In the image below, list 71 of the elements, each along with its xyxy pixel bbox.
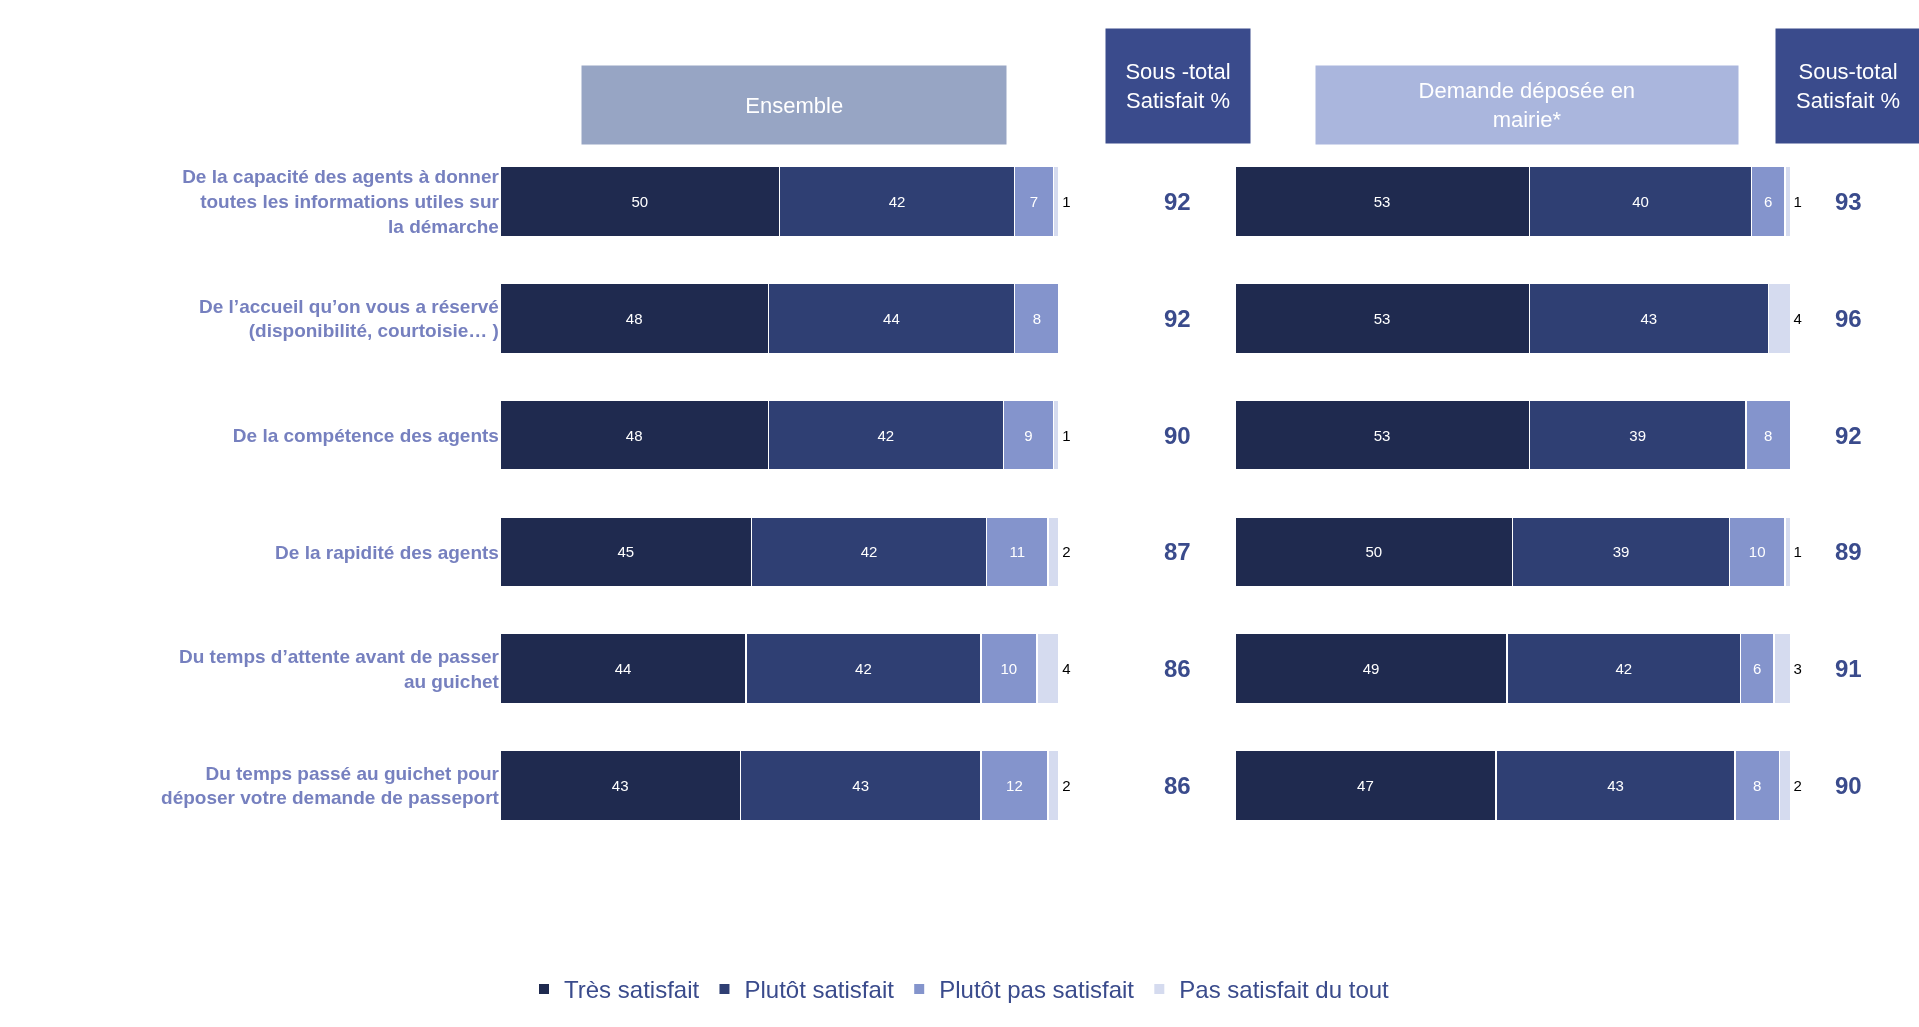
data-label: 43 [611,776,629,794]
text: Sous -total Satisfait % [1125,59,1231,113]
data-label: 42 [860,543,878,561]
data-label: 49 [1362,660,1380,678]
data-label: 7 [1029,193,1039,211]
data-label: 1 [1793,193,1802,211]
text: 93 [1835,188,1862,215]
data-label: 1 [1062,193,1071,211]
data-label: 47 [1357,776,1374,794]
chart-title: Ensemble [745,92,844,118]
y-tick-label: De la rapidité des agents [275,541,499,563]
data-label: 4 [1062,660,1071,678]
data-label: 43 [1607,776,1624,794]
legend-label: Pas satisfait du tout [1179,976,1390,1004]
data-label: 44 [614,660,632,678]
data-label: 42 [888,193,906,211]
y-tick-label: De la capacité des agents à donner toutes les informations utiles sur la démarche [182,166,500,237]
data-label: 4 [1793,309,1802,327]
data-label: 53 [1373,426,1391,444]
data-label: 2 [1793,776,1802,794]
text: 91 [1835,655,1862,682]
data-label: 39 [1612,543,1630,561]
data-label: 10 [1748,543,1766,561]
data-label: 42 [877,426,895,444]
y-tick-label: De l’accueil qu’on vous a réservé (disponibilité, courtoisie… ) [199,295,499,342]
data-label: 10 [1000,660,1018,678]
data-label: 48 [625,426,643,444]
chart-title: Demande déposée en mairie* [1418,78,1636,132]
data-label: 50 [1365,543,1383,561]
y-tick-label: Du temps d’attente avant de passer au guichet [179,646,500,692]
data-label: 11 [1009,543,1026,561]
data-label: 6 [1752,660,1762,678]
data-label: 3 [1793,660,1802,678]
text: 92 [1835,422,1862,449]
data-label: 53 [1373,193,1391,211]
text: 86 [1164,655,1191,682]
data-label: 12 [1006,776,1023,794]
data-label: 8 [1752,776,1762,794]
data-label: 40 [1632,193,1649,211]
text: 86 [1164,772,1191,799]
data-label: 39 [1629,426,1647,444]
text: 89 [1835,538,1862,565]
text: 87 [1164,538,1191,565]
legend-label: Plutôt satisfait [744,976,895,1004]
text: 96 [1835,305,1862,332]
data-label: 42 [1615,660,1633,678]
y-tick-label: De la compétence des agents [232,424,499,446]
data-label: 1 [1062,426,1071,444]
data-label: 43 [852,776,870,794]
text: 90 [1835,772,1862,799]
data-label: 8 [1764,426,1773,444]
text: 92 [1164,305,1191,332]
data-label: 50 [631,193,649,211]
data-label: 1 [1793,543,1802,561]
data-label: 2 [1062,543,1071,561]
text: Sous-total Satisfait % [1796,59,1900,113]
data-label: 2 [1062,776,1071,794]
data-label: 45 [617,543,635,561]
data-label: 42 [855,660,872,678]
data-label: 53 [1373,309,1391,327]
legend-label: Plutôt pas satisfait [939,976,1135,1004]
legend-label: Très satisfait [564,976,700,1004]
text: 90 [1164,422,1191,449]
data-label: 8 [1032,309,1041,327]
data-label: 9 [1024,426,1033,444]
data-label: 43 [1640,309,1658,327]
data-label: 6 [1764,193,1773,211]
data-label: 44 [883,309,900,327]
data-label: 48 [625,309,643,327]
text: 92 [1164,188,1191,215]
y-tick-label: Du temps passé au guichet pour déposer votre demande de passeport [161,762,500,809]
